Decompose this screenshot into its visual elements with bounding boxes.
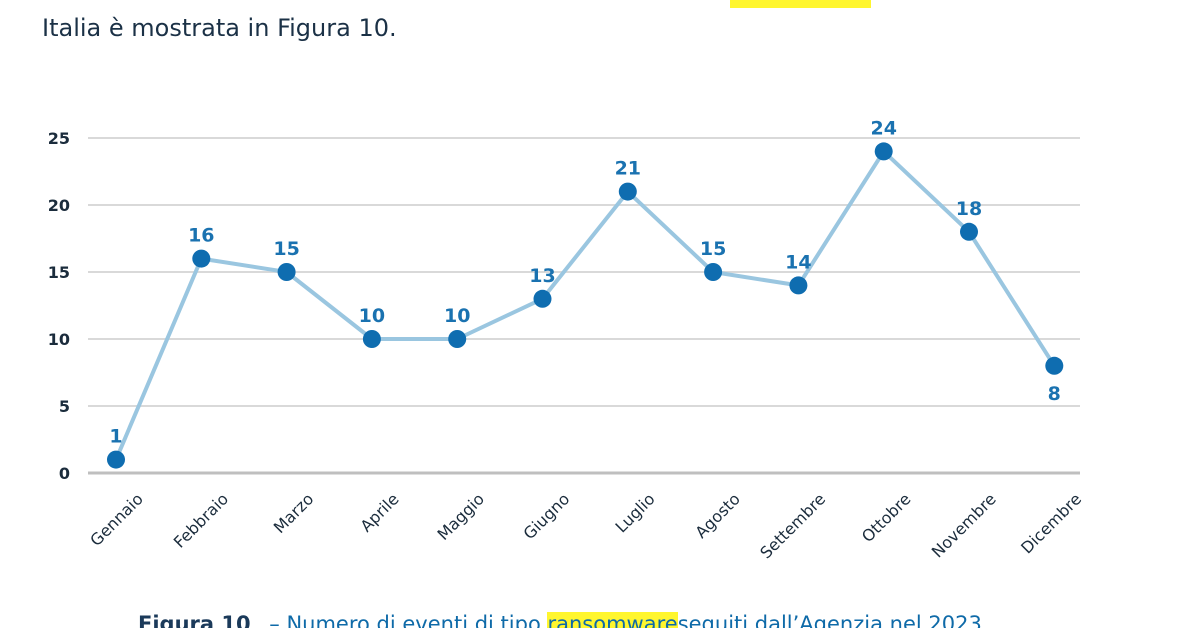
caption-label: Figura 10 xyxy=(138,612,251,628)
data-point xyxy=(533,289,552,308)
data-point xyxy=(1045,356,1064,375)
y-tick-label: 15 xyxy=(48,263,70,282)
data-point xyxy=(192,249,211,268)
data-point xyxy=(960,222,978,241)
figure-caption: Figura 10 – Numero di eventi di tipo ran… xyxy=(138,612,982,628)
x-tick-label: Febbraio xyxy=(170,489,232,551)
y-tick-labels: 0 5 10 15 20 25 xyxy=(48,129,70,483)
data-label: 15 xyxy=(273,238,299,260)
data-label: 18 xyxy=(956,198,982,220)
top-highlight xyxy=(730,0,871,8)
y-tick-label: 10 xyxy=(48,330,70,349)
x-tick-label: Novembre xyxy=(928,489,1000,561)
data-point xyxy=(107,450,125,469)
data-point xyxy=(362,330,381,348)
data-label: 14 xyxy=(785,251,811,273)
x-tick-label: Dicembre xyxy=(1017,489,1085,557)
data-label: 8 xyxy=(1048,383,1061,405)
data-label: 21 xyxy=(615,158,641,180)
caption-highlight: ransomware xyxy=(547,612,678,628)
y-tick-label: 20 xyxy=(48,196,70,215)
y-tick-label: 0 xyxy=(59,464,70,483)
intro-text: Italia è mostrata in Figura 10. xyxy=(42,14,397,42)
x-tick-label: Settembre xyxy=(756,489,829,562)
data-label: 10 xyxy=(444,305,470,327)
y-tick-label: 25 xyxy=(48,129,70,148)
data-point xyxy=(874,142,893,161)
data-label: 13 xyxy=(529,265,555,287)
data-label: 10 xyxy=(359,305,385,327)
x-tick-label: Luglio xyxy=(612,489,659,536)
x-tick-label: Ottobre xyxy=(858,489,915,546)
caption-text-after: seguiti dall’Agenzia nel 2023 xyxy=(677,612,982,628)
series-line xyxy=(114,149,1056,461)
data-point xyxy=(448,330,467,348)
x-tick-label: Maggio xyxy=(433,489,488,544)
data-point xyxy=(704,263,723,281)
grid-layer xyxy=(88,137,1080,407)
data-point xyxy=(618,182,637,201)
label-layer: 1 16 15 10 10 13 21 15 14 24 18 8 xyxy=(109,117,1061,447)
y-tick-label: 5 xyxy=(59,397,70,416)
data-label: 16 xyxy=(188,225,214,247)
x-tick-label: Marzo xyxy=(270,489,318,537)
x-tick-label: Gennaio xyxy=(86,489,147,550)
data-label: 1 xyxy=(109,426,122,448)
x-tick-label: Giugno xyxy=(520,489,574,543)
x-tick-label: Agosto xyxy=(691,489,744,542)
series-layer xyxy=(107,142,1064,469)
data-point xyxy=(789,276,808,295)
data-point xyxy=(277,263,296,281)
caption-text-before: – Numero di eventi di tipo xyxy=(269,612,541,628)
x-tick-label: Aprile xyxy=(356,489,402,535)
data-label: 15 xyxy=(700,238,726,260)
x-tick-labels: Gennaio Febbraio Marzo Aprile Maggio Giugno Lu… xyxy=(86,489,1085,562)
data-label: 24 xyxy=(870,117,896,139)
